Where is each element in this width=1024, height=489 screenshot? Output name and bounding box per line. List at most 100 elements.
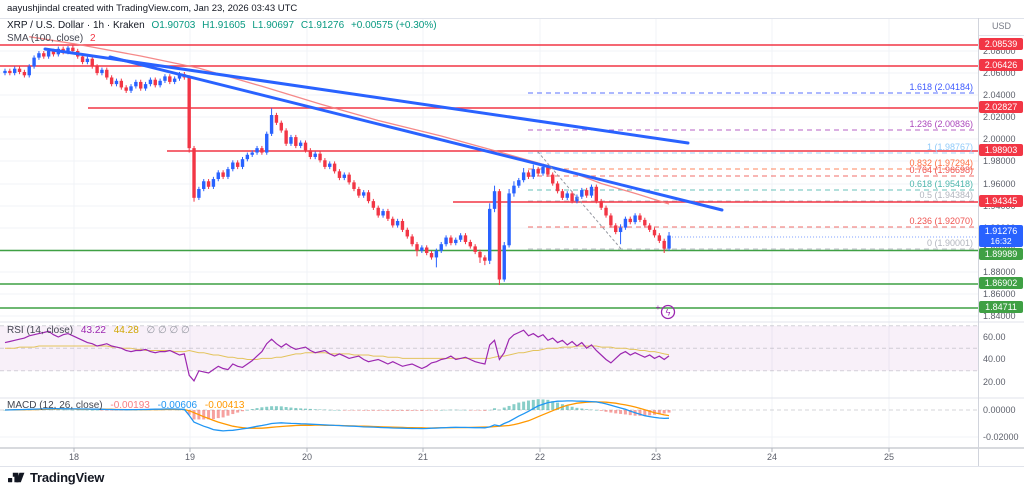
macd-histogram-bar <box>483 410 487 411</box>
macd-histogram-bar <box>76 409 80 411</box>
candle-body <box>366 192 371 202</box>
macd-histogram-bar <box>313 409 317 410</box>
candle-body <box>17 68 22 72</box>
candle-body <box>100 69 104 74</box>
candle-body <box>497 191 502 280</box>
candle-body <box>517 180 521 186</box>
macd-line[interactable] <box>4 400 670 432</box>
candle-body <box>628 218 632 223</box>
candle-body <box>415 244 419 251</box>
sma-label[interactable]: SMA (100, close) <box>7 33 84 44</box>
candle-body <box>483 257 487 261</box>
macd-histogram-bar <box>3 409 7 411</box>
candle-body <box>66 47 70 53</box>
candle-body <box>560 191 565 198</box>
rsi-value: 43.22 <box>80 325 106 336</box>
macd-histogram-bar <box>381 410 385 411</box>
macd-histogram-bar <box>294 407 298 410</box>
symbol-title[interactable]: XRP / U.S. Dollar · 1h · Kraken <box>7 20 145 31</box>
rsi-legend[interactable]: RSI (14, close) 43.22 44.28 ∅ ∅ ∅ ∅ <box>7 325 190 336</box>
macd-histogram-bar <box>468 410 472 411</box>
price-scale-area[interactable] <box>978 18 1024 466</box>
macd-histogram-bar <box>463 409 467 411</box>
macd-legend[interactable]: MACD (12, 26, close) -0.00193 -0.00606 -… <box>7 400 244 411</box>
symbol-legend[interactable]: XRP / U.S. Dollar · 1h · Kraken O1.90703… <box>7 20 437 31</box>
macd-histogram-bar <box>400 410 404 411</box>
candle-body <box>245 154 250 160</box>
candle-body <box>105 69 109 78</box>
sma-legend[interactable]: SMA (100, close) 2 <box>7 33 96 44</box>
ohlc-low: L1.90697 <box>252 20 295 31</box>
macd-histogram-bar <box>575 407 579 410</box>
candle-body <box>589 186 594 196</box>
macd-histogram-bar <box>207 410 211 420</box>
macd-hist-value: -0.00193 <box>110 400 150 411</box>
macd-histogram-bar <box>570 406 574 410</box>
candle-body <box>158 80 162 86</box>
candle-body <box>565 193 569 198</box>
rsi-label[interactable]: RSI (14, close) <box>7 325 74 336</box>
candle-body <box>37 53 41 58</box>
candle-body <box>662 240 666 249</box>
candle-body <box>265 133 269 153</box>
macd-histogram-bar <box>56 409 60 411</box>
macd-histogram-bar <box>284 407 288 410</box>
candle-body <box>580 190 584 197</box>
rsi-line[interactable] <box>4 329 670 382</box>
macd-histogram-bar <box>376 410 380 411</box>
candle-body <box>609 215 613 226</box>
candle-body <box>143 84 148 89</box>
trendline[interactable] <box>537 151 623 251</box>
candle-body <box>526 172 531 177</box>
candle-body <box>260 148 264 153</box>
macd-histogram-bar <box>507 405 511 410</box>
macd-histogram-bar <box>231 410 235 415</box>
sma-line[interactable] <box>29 36 670 205</box>
trendline[interactable] <box>108 55 724 212</box>
candle-body <box>521 172 526 181</box>
event-marker-glyph: ϟ <box>666 308 671 318</box>
candle-body <box>357 188 361 196</box>
candle-body <box>298 142 303 146</box>
tradingview-logo[interactable]: TradingView <box>8 470 104 485</box>
ohlc-open: O1.90703 <box>151 20 196 31</box>
macd-histogram-bar <box>585 409 589 410</box>
candle-body <box>599 201 603 208</box>
ohlc-close: C1.91276 <box>300 20 345 31</box>
macd-histogram-bar <box>604 410 608 412</box>
macd-label[interactable]: MACD (12, 26, close) <box>7 400 103 411</box>
macd-histogram-bar <box>226 410 230 416</box>
trendline[interactable] <box>43 47 690 145</box>
candle-body <box>647 225 652 230</box>
candle-body <box>303 142 308 151</box>
candle-body <box>8 70 12 74</box>
macd-histogram-bar <box>609 410 613 413</box>
macd-histogram-bar <box>192 410 196 420</box>
macd-histogram-bar <box>333 409 337 411</box>
macd-histogram-bar <box>216 410 220 419</box>
price-chart-canvas[interactable]: ϟ+ <box>0 0 1024 466</box>
candle-body <box>197 188 201 198</box>
macd-signal-value: -0.00413 <box>204 400 245 411</box>
macd-histogram-bar <box>410 410 414 411</box>
candle-body <box>352 182 356 189</box>
macd-histogram-bar <box>512 404 516 410</box>
macd-histogram-bar <box>589 409 593 411</box>
macd-histogram-bar <box>342 410 346 411</box>
candle-body <box>202 181 206 189</box>
price-scale-currency[interactable]: USD <box>979 21 1024 36</box>
candle-body <box>12 68 17 74</box>
macd-histogram-bar <box>245 409 249 411</box>
macd-histogram-bar <box>236 410 240 413</box>
candle-body <box>294 137 298 146</box>
tradingview-logo-text: TradingView <box>30 470 105 485</box>
candle-body <box>376 207 380 216</box>
candle-body <box>337 171 342 178</box>
candle-body <box>468 241 473 247</box>
candle-body <box>46 51 51 57</box>
candle-body <box>163 76 167 81</box>
macd-histogram-bar <box>318 409 322 410</box>
macd-histogram-bar <box>51 409 55 411</box>
event-marker-icon[interactable] <box>660 304 676 320</box>
macd-histogram-bar <box>255 408 259 410</box>
